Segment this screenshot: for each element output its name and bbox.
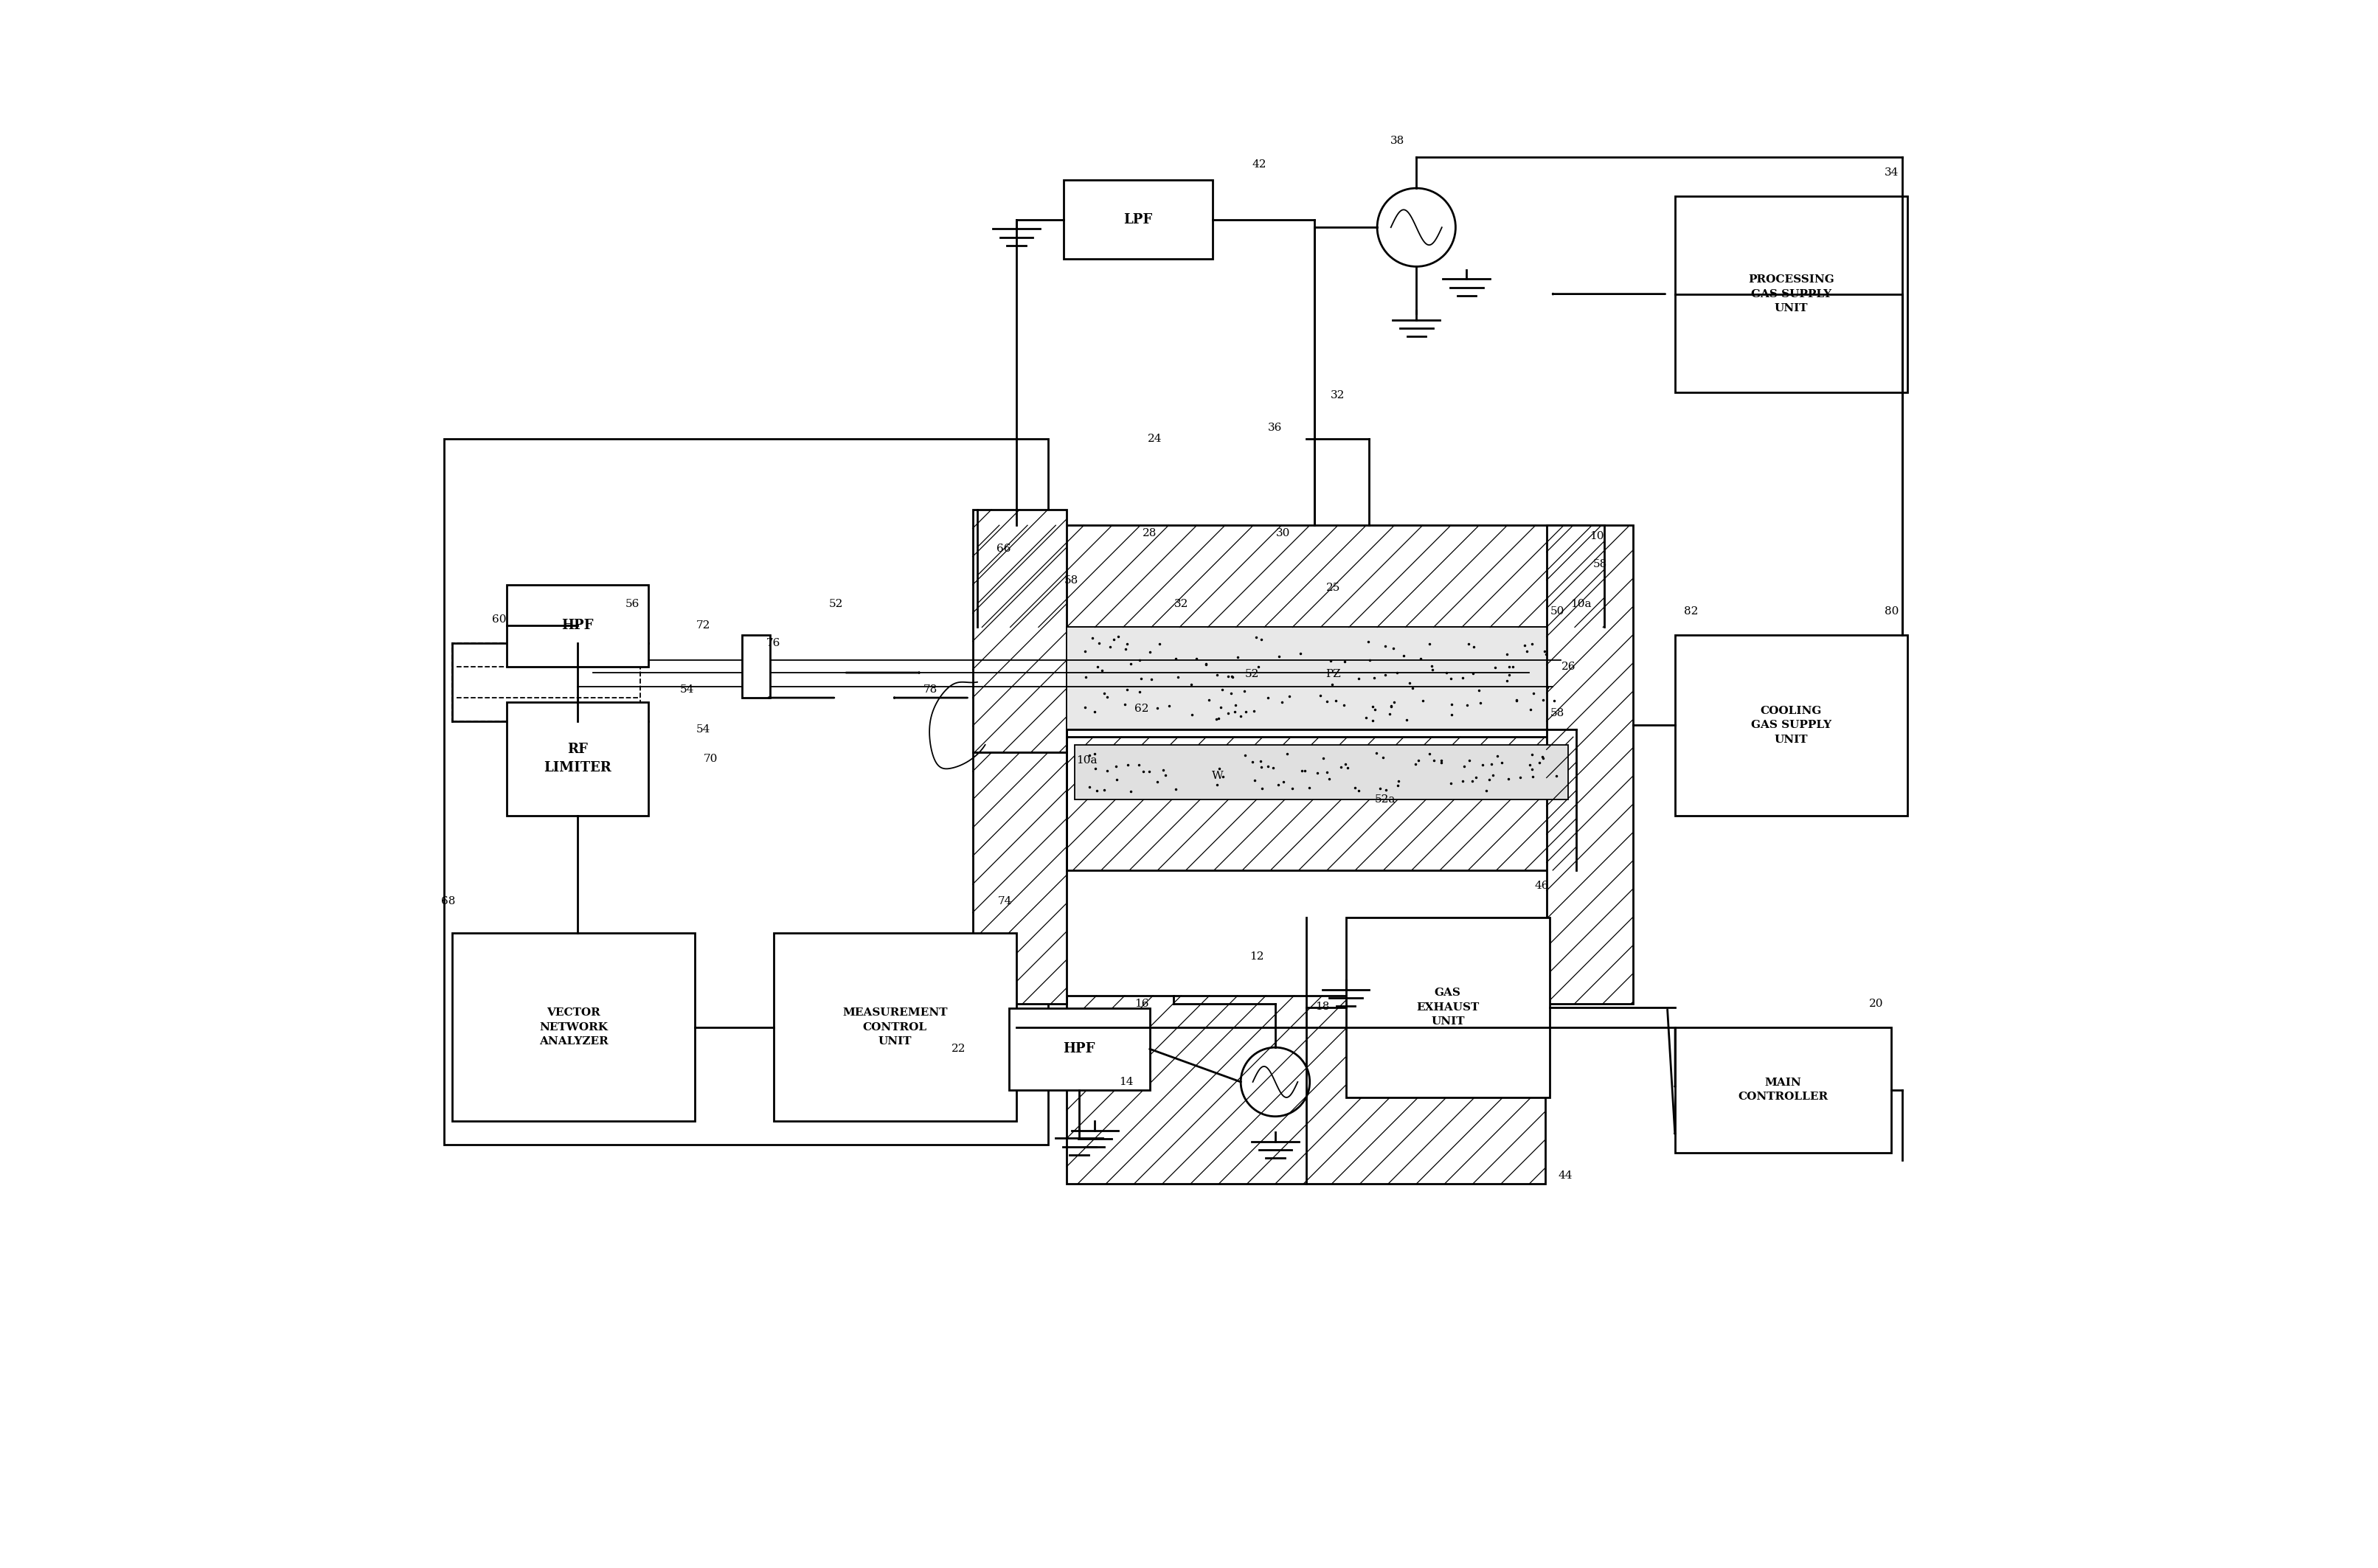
Text: 10a: 10a — [1569, 599, 1591, 608]
Text: 24: 24 — [1146, 434, 1163, 444]
Text: 18: 18 — [1315, 1002, 1329, 1011]
Text: 26: 26 — [1562, 662, 1577, 671]
Text: 66: 66 — [996, 544, 1011, 554]
Text: HPF: HPF — [1063, 1043, 1096, 1055]
Text: 46: 46 — [1534, 881, 1548, 891]
Bar — [977, 525, 1605, 627]
Text: RF
LIMITER: RF LIMITER — [545, 743, 611, 775]
Text: 56: 56 — [625, 599, 640, 608]
Text: 16: 16 — [1134, 999, 1149, 1008]
Text: 62: 62 — [1134, 704, 1149, 713]
Text: 52: 52 — [830, 599, 844, 608]
Bar — [1674, 196, 1907, 392]
Text: 22: 22 — [951, 1044, 965, 1054]
Text: 10: 10 — [1589, 532, 1603, 541]
Bar — [973, 510, 1068, 753]
Text: PROCESSING
GAS SUPPLY
UNIT: PROCESSING GAS SUPPLY UNIT — [1748, 274, 1833, 314]
Text: 14: 14 — [1120, 1077, 1134, 1087]
Text: 54: 54 — [680, 685, 694, 695]
Text: 42: 42 — [1253, 160, 1267, 169]
Bar — [973, 753, 1068, 1004]
Text: 50: 50 — [1550, 607, 1565, 616]
Text: MAIN
CONTROLLER: MAIN CONTROLLER — [1738, 1077, 1829, 1102]
Bar — [1068, 627, 1577, 729]
Text: 76: 76 — [766, 638, 780, 648]
Text: 25: 25 — [1327, 583, 1341, 593]
Text: 28: 28 — [1144, 528, 1158, 538]
Text: 38: 38 — [1391, 136, 1405, 146]
Text: HPF: HPF — [561, 619, 594, 632]
Bar — [507, 702, 647, 815]
Text: 74: 74 — [999, 897, 1013, 906]
Text: PZ: PZ — [1325, 670, 1341, 679]
Text: 82: 82 — [1684, 607, 1698, 616]
Text: 58: 58 — [1593, 560, 1608, 569]
Text: 58: 58 — [1550, 709, 1565, 718]
Bar — [1068, 737, 1577, 870]
Text: GAS
EXHAUST
UNIT: GAS EXHAUST UNIT — [1417, 988, 1479, 1027]
Bar — [452, 643, 640, 721]
Text: 30: 30 — [1277, 528, 1291, 538]
Text: 32: 32 — [1175, 599, 1189, 608]
Text: 12: 12 — [1248, 952, 1263, 961]
Bar — [1346, 917, 1550, 1098]
Text: 10a: 10a — [1077, 756, 1099, 765]
Text: 70: 70 — [704, 754, 718, 764]
Bar — [1674, 635, 1907, 815]
Bar — [1068, 996, 1546, 1184]
Bar — [1674, 1027, 1891, 1152]
Text: 68: 68 — [440, 897, 454, 906]
Text: 72: 72 — [697, 621, 711, 630]
Bar — [507, 585, 647, 666]
Bar — [773, 933, 1015, 1121]
Text: 54: 54 — [697, 724, 711, 734]
Text: LPF: LPF — [1122, 213, 1153, 226]
Text: VECTOR
NETWORK
ANALYZER: VECTOR NETWORK ANALYZER — [540, 1008, 609, 1046]
Text: 44: 44 — [1558, 1171, 1572, 1181]
Bar — [445, 439, 1049, 1145]
Bar — [1008, 1008, 1151, 1090]
Bar — [1075, 745, 1569, 800]
Text: 52: 52 — [1244, 670, 1258, 679]
Text: 20: 20 — [1869, 999, 1883, 1008]
Text: 78: 78 — [923, 685, 937, 695]
Text: 60: 60 — [492, 615, 507, 624]
Text: 32: 32 — [1332, 390, 1346, 400]
Text: COOLING
GAS SUPPLY
UNIT: COOLING GAS SUPPLY UNIT — [1750, 706, 1831, 745]
Text: 34: 34 — [1883, 168, 1898, 177]
Text: 58: 58 — [1065, 575, 1080, 585]
Text: 80: 80 — [1883, 607, 1898, 616]
Bar — [1063, 180, 1213, 259]
Text: W: W — [1210, 771, 1222, 781]
Bar — [742, 635, 770, 698]
Bar — [1546, 525, 1634, 1004]
Text: 52a: 52a — [1374, 795, 1396, 804]
Text: 36: 36 — [1267, 423, 1282, 433]
Text: MEASUREMENT
CONTROL
UNIT: MEASUREMENT CONTROL UNIT — [842, 1008, 946, 1046]
Bar — [452, 933, 694, 1121]
